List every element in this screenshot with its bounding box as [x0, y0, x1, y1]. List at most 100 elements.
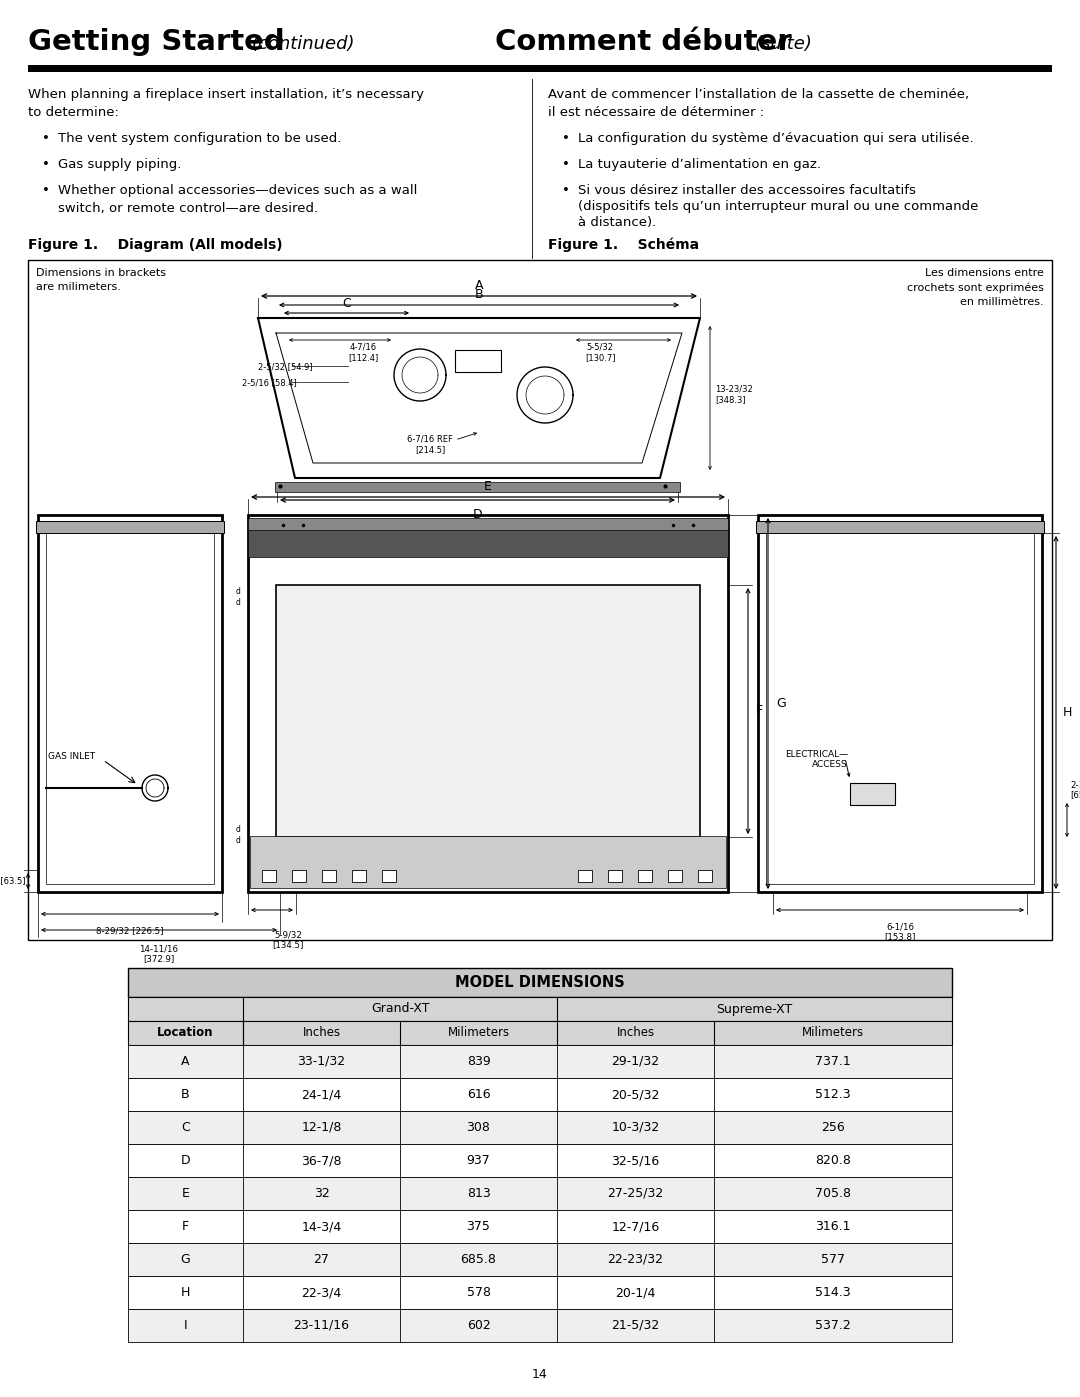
Text: 33-1/32: 33-1/32: [297, 1055, 346, 1067]
Text: 616: 616: [467, 1088, 490, 1101]
Text: 10-3/32: 10-3/32: [611, 1120, 660, 1134]
Bar: [352, 870, 366, 882]
Bar: [669, 870, 681, 882]
Text: 12-1/8: 12-1/8: [301, 1120, 341, 1134]
Text: 316.1: 316.1: [815, 1220, 851, 1234]
Text: H: H: [180, 1287, 190, 1299]
Text: Comment débuter: Comment débuter: [495, 28, 792, 56]
Text: A: A: [181, 1055, 190, 1067]
Text: •: •: [42, 131, 50, 145]
Text: D: D: [473, 509, 483, 521]
Text: 737.1: 737.1: [815, 1055, 851, 1067]
Text: 36-7/8: 36-7/8: [301, 1154, 341, 1166]
Text: 20-1/4: 20-1/4: [616, 1287, 656, 1299]
Text: B: B: [181, 1088, 190, 1101]
Text: 308: 308: [467, 1120, 490, 1134]
Text: Whether optional accessories—devices such as a wall: Whether optional accessories—devices suc…: [58, 184, 417, 197]
Bar: [129, 1078, 951, 1111]
Text: (continued): (continued): [252, 35, 355, 53]
Bar: [638, 870, 652, 882]
Text: 22-3/4: 22-3/4: [301, 1287, 341, 1299]
Text: 537.2: 537.2: [815, 1319, 851, 1331]
Bar: [382, 870, 396, 882]
Bar: [578, 870, 592, 882]
Text: 14-11/16
[372.9]: 14-11/16 [372.9]: [139, 944, 178, 964]
Text: 14: 14: [532, 1369, 548, 1382]
Text: (suite): (suite): [755, 35, 813, 53]
Bar: [758, 515, 1042, 893]
Bar: [276, 585, 700, 837]
Text: 2-1/2 [63.5]: 2-1/2 [63.5]: [0, 876, 26, 886]
Bar: [129, 968, 951, 997]
Text: Avant de commencer l’installation de la cassette de cheminée,: Avant de commencer l’installation de la …: [548, 88, 969, 101]
Text: Inches: Inches: [617, 1027, 654, 1039]
Bar: [608, 870, 622, 882]
Bar: [756, 521, 1044, 534]
Text: 375: 375: [467, 1220, 490, 1234]
Text: 8-29/32 [226.5]: 8-29/32 [226.5]: [96, 926, 164, 935]
Text: G: G: [180, 1253, 190, 1266]
Bar: [322, 870, 336, 882]
Text: 577: 577: [821, 1253, 845, 1266]
Text: d
d: d d: [235, 826, 240, 845]
Text: to determine:: to determine:: [28, 106, 119, 119]
Text: 12-7/16: 12-7/16: [611, 1220, 660, 1234]
Text: Les dimensions entre
crochets sont exprimées
en millimètres.: Les dimensions entre crochets sont expri…: [907, 268, 1044, 307]
Text: 512.3: 512.3: [815, 1088, 851, 1101]
Text: 937: 937: [467, 1154, 490, 1166]
Text: 6-7/16 REF
[214.5]: 6-7/16 REF [214.5]: [407, 434, 453, 454]
Bar: [129, 1144, 951, 1178]
Text: 820.8: 820.8: [815, 1154, 851, 1166]
Text: C: C: [342, 298, 351, 310]
Text: 685.8: 685.8: [460, 1253, 497, 1266]
Text: 2-5/16 [58.4]: 2-5/16 [58.4]: [242, 379, 297, 387]
Text: 27-25/32: 27-25/32: [607, 1187, 663, 1200]
Text: (dispositifs tels qu’un interrupteur mural ou une commande: (dispositifs tels qu’un interrupteur mur…: [578, 200, 978, 212]
Bar: [455, 351, 501, 372]
Bar: [129, 1178, 951, 1210]
Bar: [28, 260, 1052, 940]
Text: •: •: [562, 184, 570, 197]
Text: I: I: [184, 1319, 187, 1331]
Text: Si vous désirez installer des accessoires facultatifs: Si vous désirez installer des accessoire…: [578, 184, 916, 197]
Text: 6-1/16
[153.8]: 6-1/16 [153.8]: [885, 922, 916, 942]
Text: H: H: [1063, 705, 1072, 719]
Bar: [248, 518, 728, 529]
Bar: [698, 870, 712, 882]
Bar: [850, 782, 895, 805]
Text: MODEL DIMENSIONS: MODEL DIMENSIONS: [455, 975, 625, 990]
Text: 813: 813: [467, 1187, 490, 1200]
Text: 21-5/32: 21-5/32: [611, 1319, 660, 1331]
Text: F: F: [181, 1220, 189, 1234]
Bar: [275, 482, 680, 492]
Text: Gas supply piping.: Gas supply piping.: [58, 158, 181, 170]
Text: 23-11/16: 23-11/16: [294, 1319, 350, 1331]
Text: When planning a fireplace insert installation, it’s necessary: When planning a fireplace insert install…: [28, 88, 424, 101]
Text: Grand-XT: Grand-XT: [370, 1003, 429, 1016]
Bar: [248, 515, 728, 893]
Text: Figure 1.    Diagram (All models): Figure 1. Diagram (All models): [28, 237, 283, 251]
Text: 705.8: 705.8: [815, 1187, 851, 1200]
Text: La configuration du système d’évacuation qui sera utilisée.: La configuration du système d’évacuation…: [578, 131, 974, 145]
Text: Supreme-XT: Supreme-XT: [716, 1003, 793, 1016]
Text: 5-5/32
[130.7]: 5-5/32 [130.7]: [584, 344, 616, 362]
Text: 32: 32: [313, 1187, 329, 1200]
Text: F: F: [756, 704, 764, 718]
Text: GAS INLET: GAS INLET: [48, 752, 95, 761]
Text: ELECTRICAL—
ACCESS: ELECTRICAL— ACCESS: [785, 750, 848, 770]
Bar: [129, 1243, 951, 1275]
Text: A: A: [475, 279, 483, 292]
Bar: [129, 1275, 951, 1309]
Text: 29-1/32: 29-1/32: [611, 1055, 660, 1067]
Text: •: •: [42, 184, 50, 197]
Text: d
d: d d: [235, 587, 240, 608]
Text: Getting Started: Getting Started: [28, 28, 285, 56]
Text: 2-19/32
[65.9]: 2-19/32 [65.9]: [1070, 780, 1080, 799]
Text: 24-1/4: 24-1/4: [301, 1088, 341, 1101]
Text: Figure 1.    Schéma: Figure 1. Schéma: [548, 237, 699, 253]
Text: 602: 602: [467, 1319, 490, 1331]
Text: •: •: [42, 158, 50, 170]
Text: D: D: [180, 1154, 190, 1166]
Text: 22-23/32: 22-23/32: [607, 1253, 663, 1266]
Bar: [292, 870, 306, 882]
